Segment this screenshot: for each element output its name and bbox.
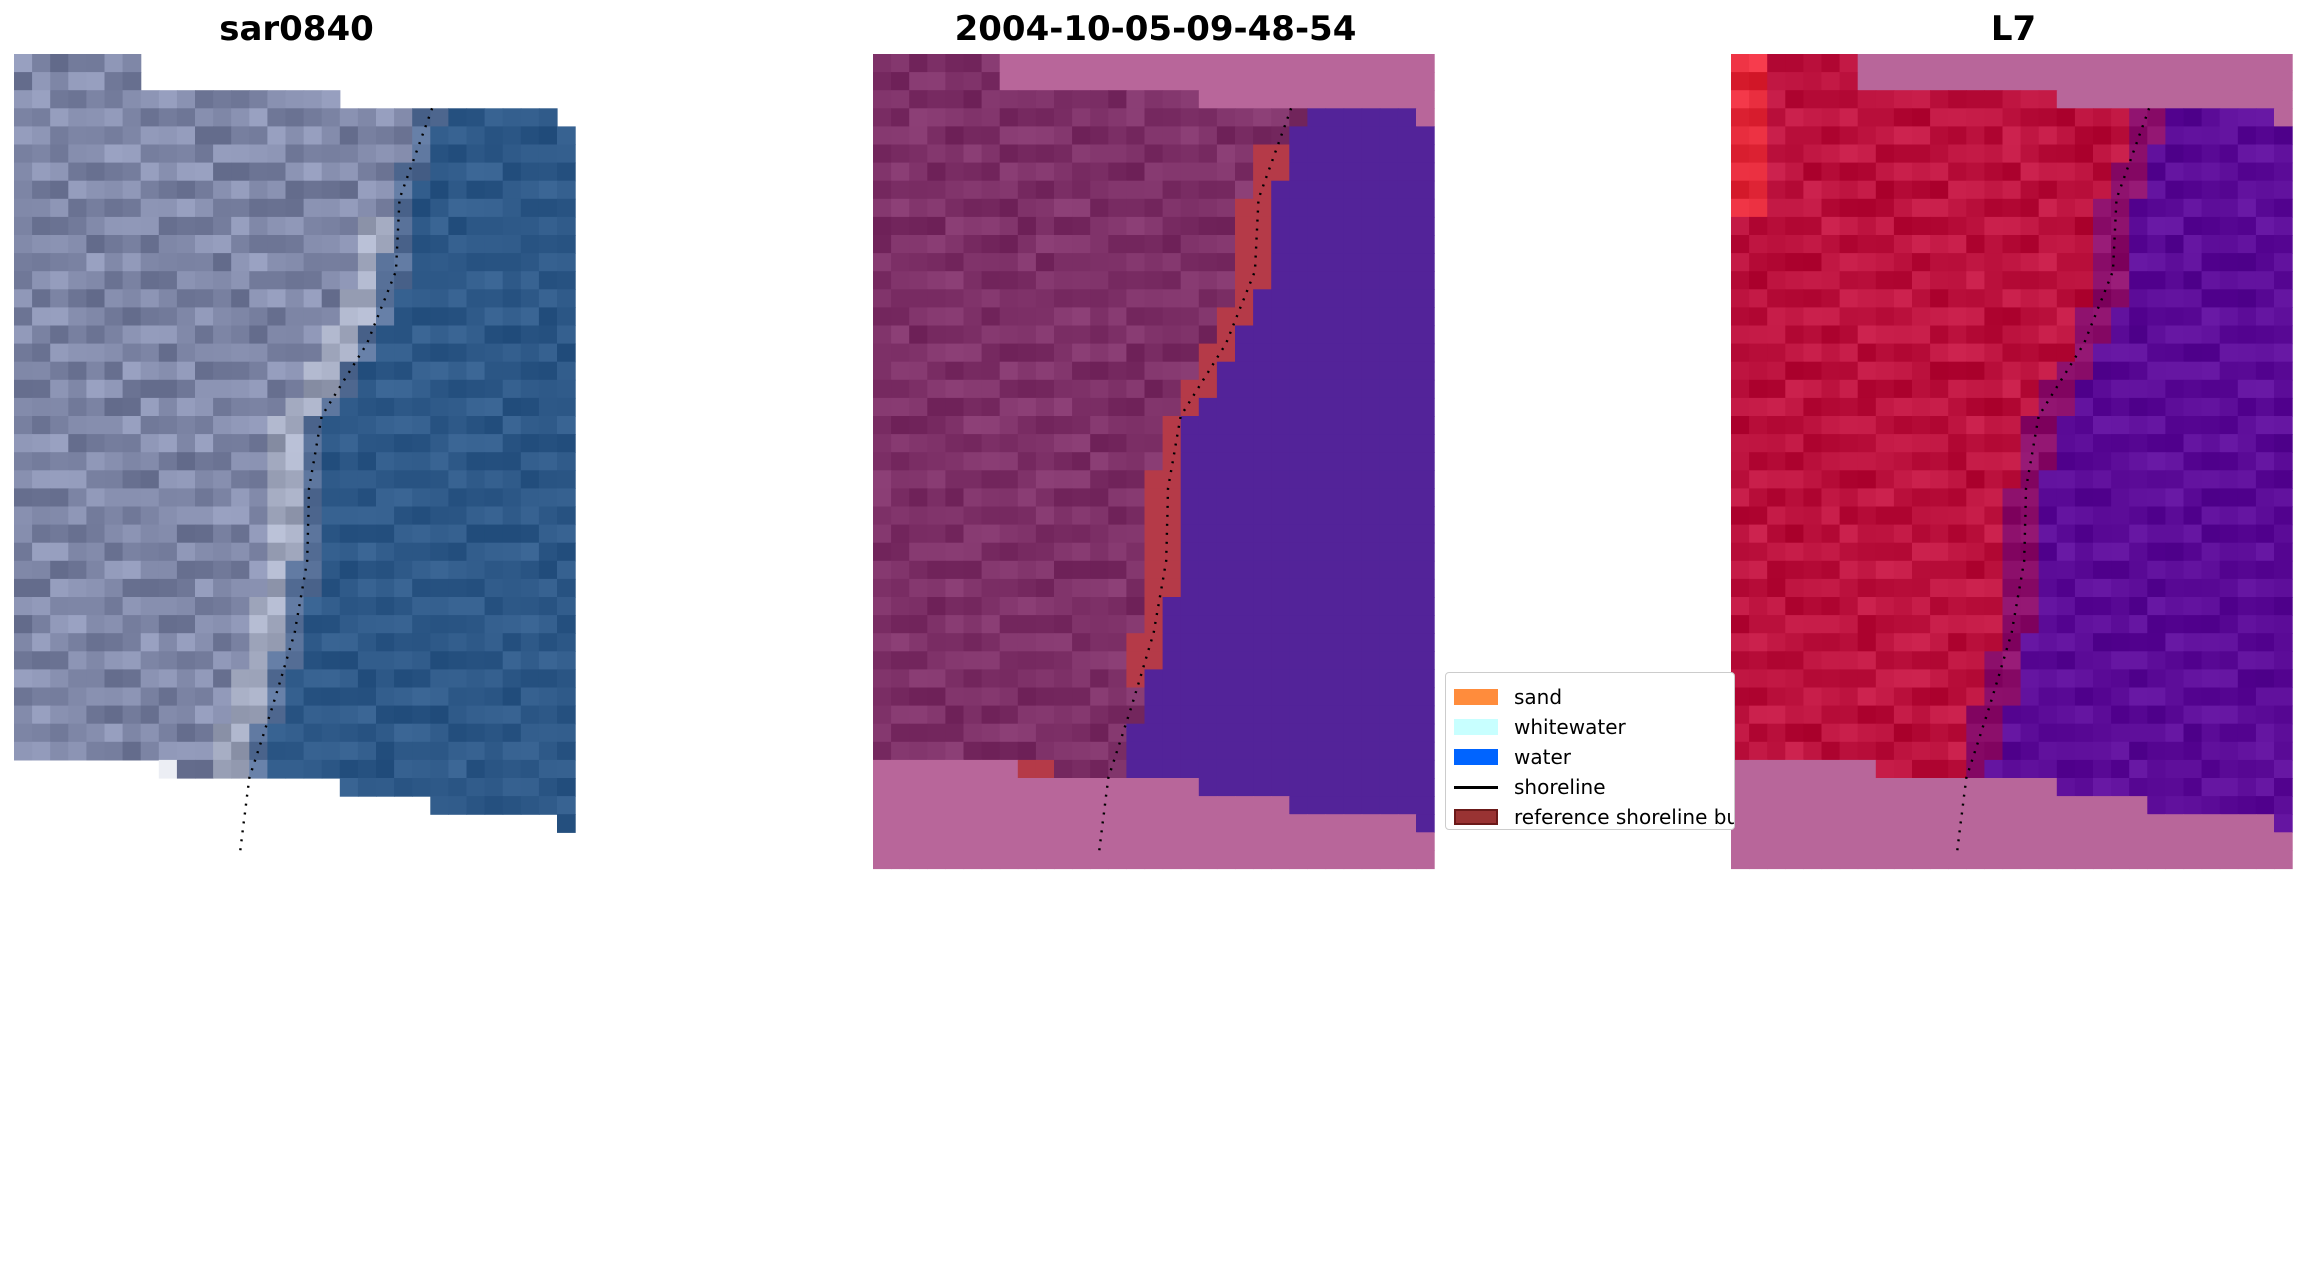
rgb-image-panel [14,54,579,1269]
classified-image [873,54,1435,870]
sand-swatch [1454,689,1498,705]
panel-title-index: L7 [1990,9,2037,49]
legend-item-reference-buffer: reference shoreline buffer [1454,802,1734,829]
legend-label-shoreline: shoreline [1514,775,1606,799]
panel-title-classified: 2004-10-05-09-48-54 [954,9,1357,49]
legend-item-water: water [1454,742,1571,772]
legend-item-whitewater: whitewater [1454,712,1626,742]
legend-item-shoreline: shoreline [1454,772,1606,802]
shoreline-line [1098,107,1293,851]
whitewater-swatch [1454,719,1498,735]
legend-label-reference-buffer: reference shoreline buffer [1514,805,1734,829]
shoreline-line [239,107,434,851]
mndwi-image-panel [1731,54,2296,1269]
legend-item-sand: sand [1454,682,1562,712]
shoreline-line [1956,107,2151,851]
legend-label-water: water [1514,745,1571,769]
legend: sand whitewater water shoreline referenc… [1445,672,1735,830]
legend-label-whitewater: whitewater [1514,715,1626,739]
mndwi-image [1731,54,2293,870]
panel-title-rgb: sar0840 [219,9,374,49]
water-swatch [1454,749,1498,765]
shoreline-line-sample [1454,785,1498,789]
rgb-image [14,54,576,851]
legend-label-sand: sand [1514,685,1563,709]
reference-buffer-swatch [1454,809,1498,825]
classified-image-panel [873,54,1438,1269]
